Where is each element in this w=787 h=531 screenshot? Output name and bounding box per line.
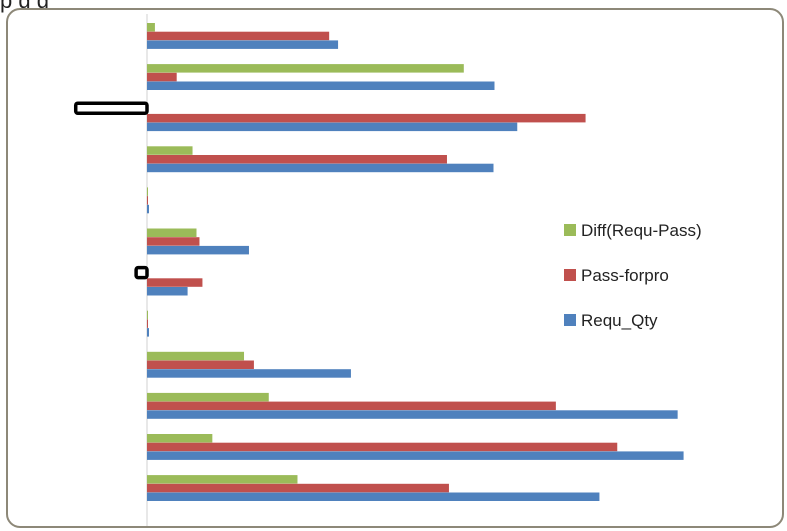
bar-pass-12 (147, 483, 449, 493)
bar-requ-1 (147, 40, 339, 49)
bar-diff-5 (147, 187, 148, 196)
bar-pass-7 (147, 278, 203, 287)
bar-requ-10 (147, 410, 678, 419)
legend: Diff(Requ-Pass) Pass-forpro Requ_Qty (564, 221, 702, 330)
bar-pass-11 (147, 442, 618, 452)
bar-requ-12 (147, 492, 600, 501)
bar-pass-4 (147, 155, 447, 164)
bar-requ-5 (147, 204, 149, 214)
bar-chart: Diff(Requ-Pass) Pass-forpro Requ_Qty (73, 14, 702, 526)
bar-requ-9 (147, 369, 351, 378)
bar-pass-8 (147, 319, 148, 328)
bar-diff-9 (147, 351, 245, 361)
bar-requ-2 (147, 81, 495, 90)
bar-requ-3 (147, 122, 518, 132)
bar-pass-2 (147, 72, 177, 82)
bars-group (73, 23, 684, 501)
chart-frame: Diff(Requ-Pass) Pass-forpro Requ_Qty (6, 8, 784, 528)
bar-requ-11 (147, 451, 684, 460)
bar-diff-10 (147, 392, 269, 402)
bar-diff-12 (147, 475, 298, 484)
legend-swatch-diff (564, 224, 576, 236)
negative-marker-2 (134, 265, 149, 280)
bar-requ-6 (147, 245, 249, 255)
bar-requ-8 (147, 328, 149, 337)
bar-requ-4 (147, 163, 494, 173)
legend-swatch-pass (564, 269, 576, 281)
bar-pass-10 (147, 401, 556, 411)
bar-pass-1 (147, 31, 330, 41)
legend-label-pass: Pass-forpro (581, 266, 669, 285)
legend-label-diff: Diff(Requ-Pass) (581, 221, 702, 240)
bar-requ-7 (147, 287, 188, 296)
bar-pass-5 (147, 196, 148, 205)
bar-pass-3 (147, 113, 586, 123)
negative-marker-1 (73, 101, 149, 115)
bar-diff-4 (147, 146, 193, 155)
legend-label-requ: Requ_Qty (581, 311, 658, 330)
bar-diff-6 (147, 228, 197, 237)
bar-diff-8 (147, 310, 148, 320)
bar-diff-11 (147, 434, 213, 443)
legend-swatch-requ (564, 314, 576, 326)
bar-pass-6 (147, 237, 200, 246)
bar-diff-2 (147, 64, 464, 73)
bar-pass-9 (147, 360, 254, 369)
bar-diff-1 (147, 23, 155, 32)
